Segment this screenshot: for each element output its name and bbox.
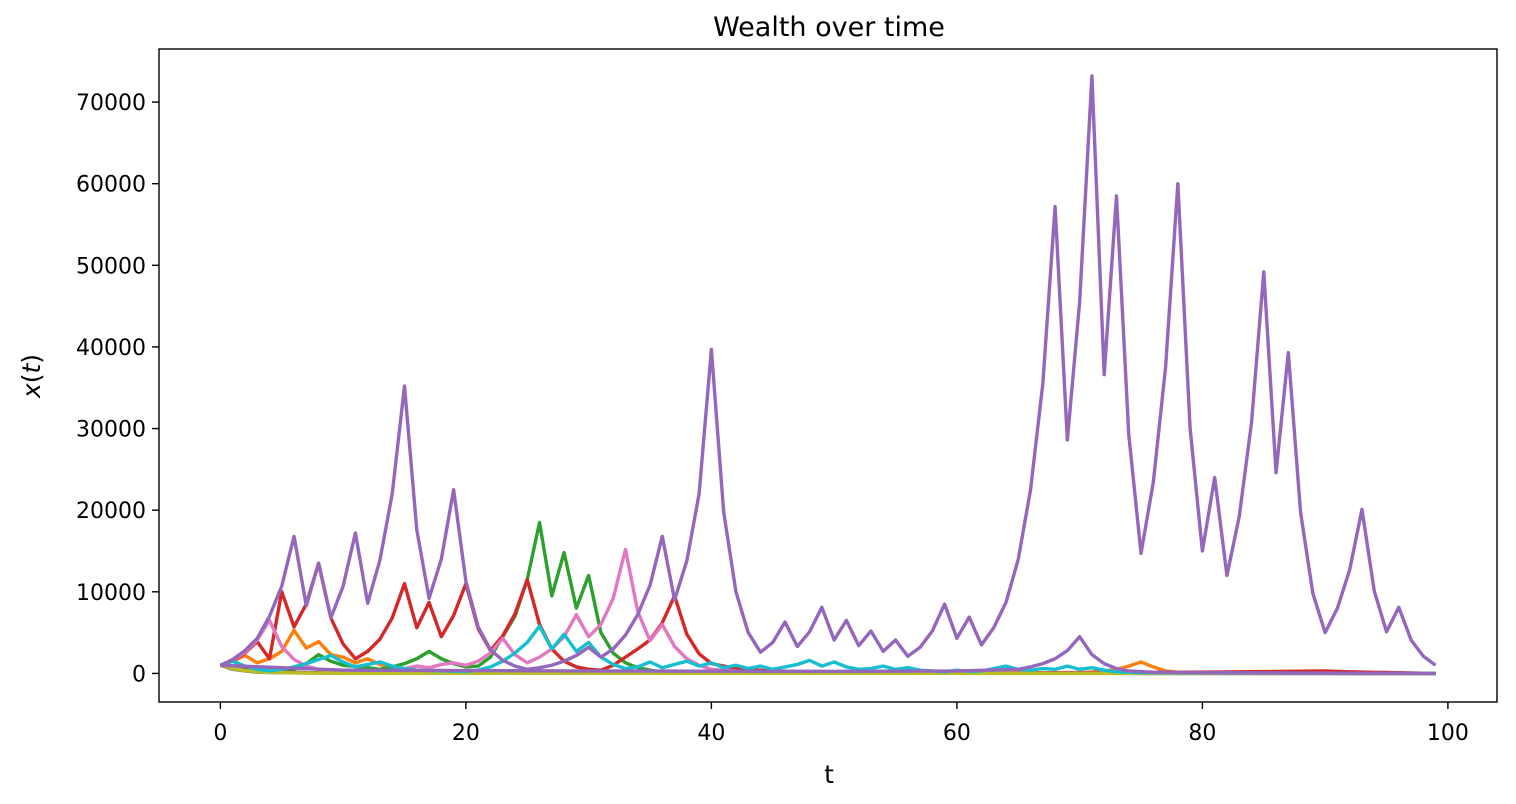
y-tick-label: 20000: [76, 499, 146, 524]
y-axis-label-open: (: [17, 374, 46, 384]
y-axis-label-var: x: [17, 383, 46, 399]
series-line-9: [219, 624, 1436, 676]
y-axis-label-arg: t: [17, 363, 46, 374]
x-axis-label: t: [824, 760, 834, 789]
x-tick-label: 60: [943, 721, 971, 746]
x-tick-label: 40: [697, 721, 725, 746]
series-line-11: [220, 635, 1436, 676]
series-line-3: [219, 520, 1436, 676]
y-tick-label: 50000: [76, 254, 146, 279]
series-line-4: [219, 561, 1436, 676]
x-tick-label: 80: [1188, 721, 1216, 746]
x-axis: 0 20 40 60 80 100: [213, 702, 1469, 746]
y-tick-label: 10000: [76, 581, 146, 606]
y-axis: 0 10000 20000 30000 40000 50000 60000 70000: [76, 91, 159, 687]
x-tick-label: 100: [1427, 721, 1469, 746]
chart-title: Wealth over time: [713, 12, 945, 43]
y-axis-label-close: ): [17, 354, 46, 364]
series-layer: [219, 74, 1437, 676]
y-tick-label: 70000: [76, 91, 146, 116]
y-axis-label-group: x(t): [17, 354, 46, 399]
y-axis-label: x(t): [17, 354, 46, 399]
series-line-10: [219, 74, 1437, 672]
y-tick-label: 40000: [76, 336, 146, 361]
series-line-6: [219, 547, 1436, 676]
y-tick-label: 30000: [76, 418, 146, 443]
plot-frame: [158, 48, 1498, 703]
x-tick-label: 0: [213, 721, 227, 746]
x-tick-label: 20: [452, 721, 480, 746]
y-tick-label: 60000: [76, 173, 146, 198]
y-tick-label: 0: [132, 662, 146, 687]
